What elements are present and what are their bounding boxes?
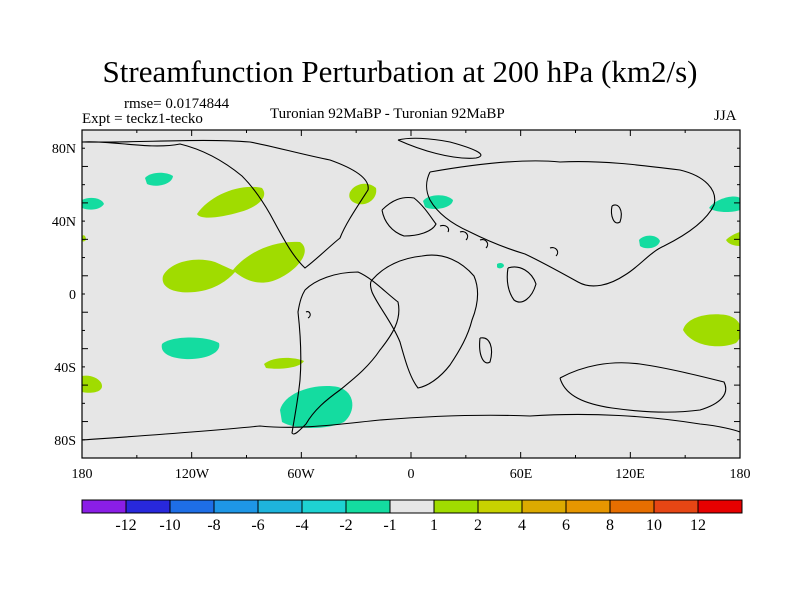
- colorbar-swatch: [653, 499, 699, 514]
- x-tick-label: 120E: [615, 467, 645, 482]
- experiment-name: Turonian 92MaBP - Turonian 92MaBP: [270, 106, 505, 122]
- positive-region: [349, 183, 377, 205]
- colorbar-swatch: [697, 499, 743, 514]
- colorbar-label: -10: [159, 517, 180, 534]
- positive-region: [726, 232, 740, 246]
- x-tick-label: 60E: [510, 467, 533, 482]
- x-tick-label: 180: [72, 467, 93, 482]
- colorbar: -12 -10 -8 -6 -4 -2 -1 1 2 4 6 8 10 12: [81, 499, 743, 534]
- map-background: [82, 130, 740, 458]
- colorbar-swatch: [565, 499, 611, 514]
- y-tick-label: 80S: [54, 434, 76, 449]
- coastline-india: [506, 266, 537, 303]
- positive-region: [162, 241, 305, 293]
- coastline-eurasia: [426, 160, 716, 287]
- negative-region: [145, 172, 173, 186]
- positive-region: [683, 314, 740, 347]
- coastline-islands: [305, 224, 559, 319]
- negative-region: [82, 197, 104, 210]
- coastline-madagascar: [479, 337, 493, 364]
- x-tick-label: 60W: [287, 467, 315, 482]
- colorbar-label: 10: [646, 517, 662, 534]
- colorbar-label: 6: [562, 517, 570, 534]
- x-tick-label: 0: [408, 467, 415, 482]
- colorbar-swatch: [345, 499, 391, 514]
- colorbar-label: 8: [606, 517, 614, 534]
- y-axis-labels: 80N 40N 0 40S 80S: [52, 142, 76, 449]
- colorbar-swatch: [301, 499, 347, 514]
- coastline-antarctica: [82, 413, 740, 441]
- experiment-label: Expt = teckz1-tecko: [82, 111, 203, 127]
- colorbar-swatch: [433, 499, 479, 514]
- colorbar-label: 2: [474, 517, 482, 534]
- colorbar-label: 12: [690, 517, 706, 534]
- colorbar-label: 1: [430, 517, 438, 534]
- y-tick-label: 40S: [54, 361, 76, 376]
- coastline-greenland: [397, 137, 482, 159]
- colorbar-swatch: [81, 499, 127, 514]
- coastlines: [82, 137, 740, 441]
- plot-title: Streamfunction Perturbation at 200 hPa (…: [102, 54, 698, 89]
- colorbar-label: -2: [339, 517, 352, 534]
- negative-region: [639, 235, 660, 249]
- colorbar-label: -12: [115, 517, 136, 534]
- positive-region: [264, 357, 304, 369]
- coastline-europe: [381, 196, 437, 237]
- colorbar-swatch: [609, 499, 655, 514]
- x-tick-label: 120W: [175, 467, 210, 482]
- negative-region: [161, 337, 220, 360]
- colorbar-label: -1: [383, 517, 396, 534]
- colorbar-swatch: [257, 499, 303, 514]
- coastline-australia: [559, 362, 727, 413]
- negative-region: [709, 196, 740, 213]
- colorbar-swatch: [389, 499, 435, 514]
- x-axis-labels: 180 120W 60W 0 60E 120E 180: [72, 467, 751, 482]
- coastline-north-america: [82, 139, 369, 269]
- x-tick-label: 180: [730, 467, 751, 482]
- positive-region: [82, 235, 86, 242]
- positive-region: [197, 186, 265, 218]
- y-tick-label: 80N: [52, 142, 76, 157]
- colorbar-swatch: [521, 499, 567, 514]
- coastline-japan: [610, 204, 622, 224]
- coastline-south-america: [291, 271, 400, 435]
- colorbar-swatch: [477, 499, 523, 514]
- colorbar-label: -6: [251, 517, 264, 534]
- colorbar-label: -8: [207, 517, 220, 534]
- colorbar-swatch: [169, 499, 215, 514]
- coastline-africa: [369, 254, 479, 389]
- colorbar-labels: -12 -10 -8 -6 -4 -2 -1 1 2 4 6 8 10 12: [115, 517, 706, 534]
- rmse-label: rmse= 0.0174844: [124, 96, 230, 112]
- negative-region: [497, 262, 504, 269]
- colorbar-swatch: [125, 499, 171, 514]
- colorbar-label: -4: [295, 517, 308, 534]
- anomaly-shading: [82, 172, 740, 428]
- positive-region: [82, 375, 102, 393]
- season-label: JJA: [714, 108, 737, 124]
- colorbar-swatch: [213, 499, 259, 514]
- y-tick-label: 0: [69, 288, 76, 303]
- negative-region: [423, 195, 453, 209]
- axis-ticks: [81, 129, 741, 459]
- colorbar-label: 4: [518, 517, 526, 534]
- y-tick-label: 40N: [52, 215, 76, 230]
